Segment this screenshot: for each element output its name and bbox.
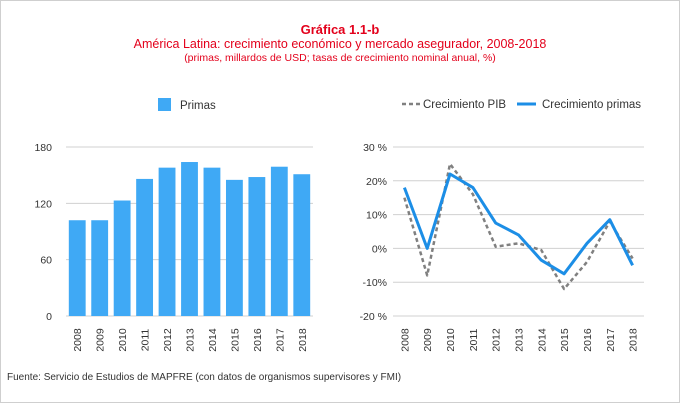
bar-2018 [293,174,311,316]
bar-x-tick-label: 2008 [72,328,84,352]
series-line-crecimiento-pib [403,162,634,291]
bar-y-tick-label: 180 [34,142,52,154]
bar-x-tick-label: 2016 [252,328,264,352]
figure-label: Gráfica 1.1-b [300,22,380,37]
bar-2011 [136,178,154,316]
bar-x-tick-label: 2015 [229,328,241,352]
line-y-tick-label: 10% [366,210,387,222]
line-y-tick-label: 30 % [363,142,387,154]
figure-subtitle: (primas, millardos de USD; tasas de crec… [184,52,496,64]
legend-label-crecimiento-primas: Crecimiento primas [542,99,641,111]
bar-2009 [91,220,109,316]
line-x-tick-label: 2012 [491,328,503,352]
bar-x-tick-label: 2013 [185,328,197,352]
line-x-tick-label: 2015 [559,328,571,352]
line-x-tick-label: 2011 [468,329,480,352]
bar-2008 [68,220,86,316]
legend-label-primas: Primas [180,100,216,112]
bar-x-tick-label: 2017 [274,328,286,352]
bar-x-tick-label: 2010 [117,328,129,352]
bar-y-tick-label: 0 [46,311,52,323]
line-x-tick-label: 2009 [422,328,434,352]
figure-title: América Latina: crecimiento económico y … [133,37,547,51]
bar-x-tick-label: 2012 [162,328,174,352]
source-note: Fuente: Servicio de Estudios de MAPFRE (… [7,372,402,383]
line-y-tick-label: 0% [372,243,387,255]
bar-x-tick-label: 2011 [140,329,152,352]
line-x-tick-label: 2013 [514,328,526,352]
bar-x-tick-label: 2018 [297,328,309,352]
bar-2015 [225,179,243,316]
line-x-tick-label: 2017 [605,328,617,352]
line-x-tick-label: 2014 [536,328,548,352]
bar-2016 [248,177,266,316]
line-x-tick-label: 2010 [445,328,457,352]
line-y-tick-label: -10% [362,277,387,289]
line-x-tick-label: 2016 [582,328,594,352]
legend-label-pib: Crecimiento PIB [423,99,506,111]
line-x-tick-label: 2018 [628,328,640,352]
bar-y-tick-label: 60 [40,255,52,267]
bar-2012 [158,167,176,316]
bar-2014 [203,167,221,316]
line-y-tick-label: 20% [366,176,387,188]
series-line-crecimiento-primas [402,172,634,276]
line-y-tick-label: -20 % [360,311,387,323]
bar-2017 [270,166,288,316]
bar-2010 [113,200,131,316]
bar-y-tick-label: 120 [34,198,52,210]
line-x-tick-label: 2008 [399,328,411,352]
figure-titles: Gráfica 1.1-b América Latina: crecimient… [0,22,680,65]
legend-swatch-primas [158,98,171,111]
bar-x-tick-label: 2014 [207,328,219,352]
bar-x-tick-label: 2009 [95,328,107,352]
bar-2013 [181,162,198,316]
